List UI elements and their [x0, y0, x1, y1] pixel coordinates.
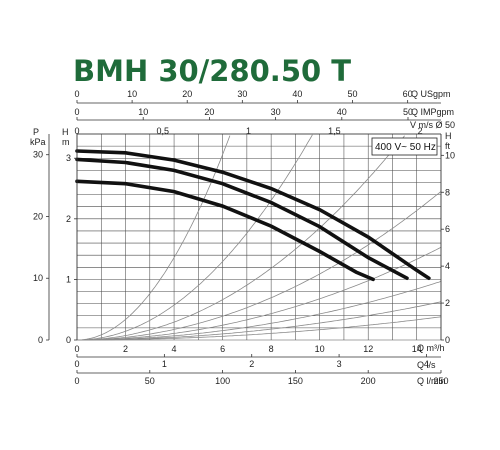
- x-vel-tick-label: 0,5: [157, 126, 170, 136]
- y-kpa-tick-label: 0: [38, 335, 43, 345]
- y-m-tick-label: 2: [66, 214, 71, 224]
- x-lps-tick-label: 2: [249, 359, 254, 369]
- y-kpa-tick-label: 30: [33, 150, 43, 160]
- y-ft-tick-label: 4: [445, 261, 450, 271]
- x-impgpm-tick-label: 30: [271, 107, 281, 117]
- x-lps-tick-label: 4: [424, 359, 429, 369]
- x-impgpm-unit-label: Q IMPgpm: [411, 107, 454, 117]
- x-impgpm-tick-label: 40: [337, 107, 347, 117]
- x-main-tick-label: 14: [412, 344, 422, 354]
- pump-curve: [75, 157, 409, 280]
- system-curve: [77, 281, 442, 341]
- system-curve: [77, 301, 442, 341]
- x-main-tick-label: 2: [123, 344, 128, 354]
- y-ft-tick-label: 0: [445, 335, 450, 345]
- x-lmin-tick-label: 50: [145, 376, 155, 386]
- system-curve: [77, 316, 442, 341]
- system-curve: [77, 246, 442, 341]
- y-ft-unit-label: ft: [445, 141, 451, 151]
- y-m-tick-label: 1: [66, 274, 71, 284]
- x-usgpm-tick-label: 0: [74, 89, 79, 99]
- x-vel-tick-label: 1,5: [328, 126, 341, 136]
- y-kpa-tick-label: 10: [33, 273, 43, 283]
- x-lps-tick-label: 3: [337, 359, 342, 369]
- x-main-unit-label: Q m³/h: [417, 343, 445, 353]
- x-main-tick-label: 4: [172, 344, 177, 354]
- system-curve: [77, 191, 442, 341]
- y-m-h-label: H: [62, 127, 69, 137]
- x-impgpm-tick-label: 0: [74, 107, 79, 117]
- x-lps-unit-label: Q l/s: [417, 360, 436, 370]
- x-usgpm-tick-label: 40: [292, 89, 302, 99]
- x-vel-unit-label: V m/s Ø 50: [410, 120, 455, 130]
- x-main-tick-label: 12: [363, 344, 373, 354]
- y-ft-tick-label: 10: [445, 150, 455, 160]
- y-m-tick-label: 3: [66, 153, 71, 163]
- x-usgpm-tick-label: 60: [403, 89, 413, 99]
- y-m-unit-label: m: [62, 137, 70, 147]
- x-lmin-tick-label: 0: [74, 376, 79, 386]
- x-lmin-tick-label: 200: [361, 376, 376, 386]
- x-lps-tick-label: 0: [74, 359, 79, 369]
- system-curve: [77, 135, 405, 341]
- y-kpa-tick-label: 20: [33, 211, 43, 221]
- x-main-tick-label: 0: [74, 344, 79, 354]
- x-lmin-tick-label: 250: [433, 376, 448, 386]
- x-vel-tick-label: 1: [246, 126, 251, 136]
- system-curve: [76, 135, 231, 341]
- y-m-tick-label: 0: [66, 335, 71, 345]
- y-ft-tick-label: 2: [445, 298, 450, 308]
- supply-legend-label: 400 V~ 50 Hz: [375, 142, 436, 153]
- y-ft-tick-label: 8: [445, 187, 450, 197]
- x-lmin-tick-label: 150: [288, 376, 303, 386]
- x-usgpm-tick-label: 20: [182, 89, 192, 99]
- x-main-tick-label: 6: [220, 344, 225, 354]
- x-lps-tick-label: 1: [162, 359, 167, 369]
- supply-legend: 400 V~ 50 Hz: [371, 137, 438, 156]
- y-kpa-unit-label: kPa: [30, 137, 46, 147]
- x-impgpm-tick-label: 20: [204, 107, 214, 117]
- pump-curve: [75, 179, 375, 282]
- chart-title: BMH 30/280.50 T: [73, 54, 351, 88]
- x-lmin-tick-label: 100: [215, 376, 230, 386]
- x-usgpm-tick-label: 50: [348, 89, 358, 99]
- pump-curve: [75, 149, 431, 280]
- x-main-tick-label: 10: [315, 344, 325, 354]
- x-impgpm-tick-label: 10: [138, 107, 148, 117]
- y-ft-tick-label: 6: [445, 224, 450, 234]
- x-usgpm-tick-label: 10: [127, 89, 137, 99]
- x-lmin-unit-label: Q l/min: [417, 376, 446, 386]
- x-impgpm-tick-label: 50: [403, 107, 413, 117]
- system-curves: [76, 134, 442, 341]
- y-kpa-p-label: P: [33, 127, 39, 137]
- x-vel-tick-label: 0: [74, 126, 79, 136]
- x-main-tick-label: 8: [269, 344, 274, 354]
- system-curve: [77, 134, 313, 341]
- x-vel-tick-label: 2: [418, 126, 423, 136]
- y-ft-h-label: H: [445, 131, 452, 141]
- supply-legend-box: [371, 137, 438, 156]
- x-usgpm-unit-label: Q USgpm: [411, 89, 451, 99]
- x-usgpm-tick-label: 30: [237, 89, 247, 99]
- pump-curves: [75, 149, 431, 282]
